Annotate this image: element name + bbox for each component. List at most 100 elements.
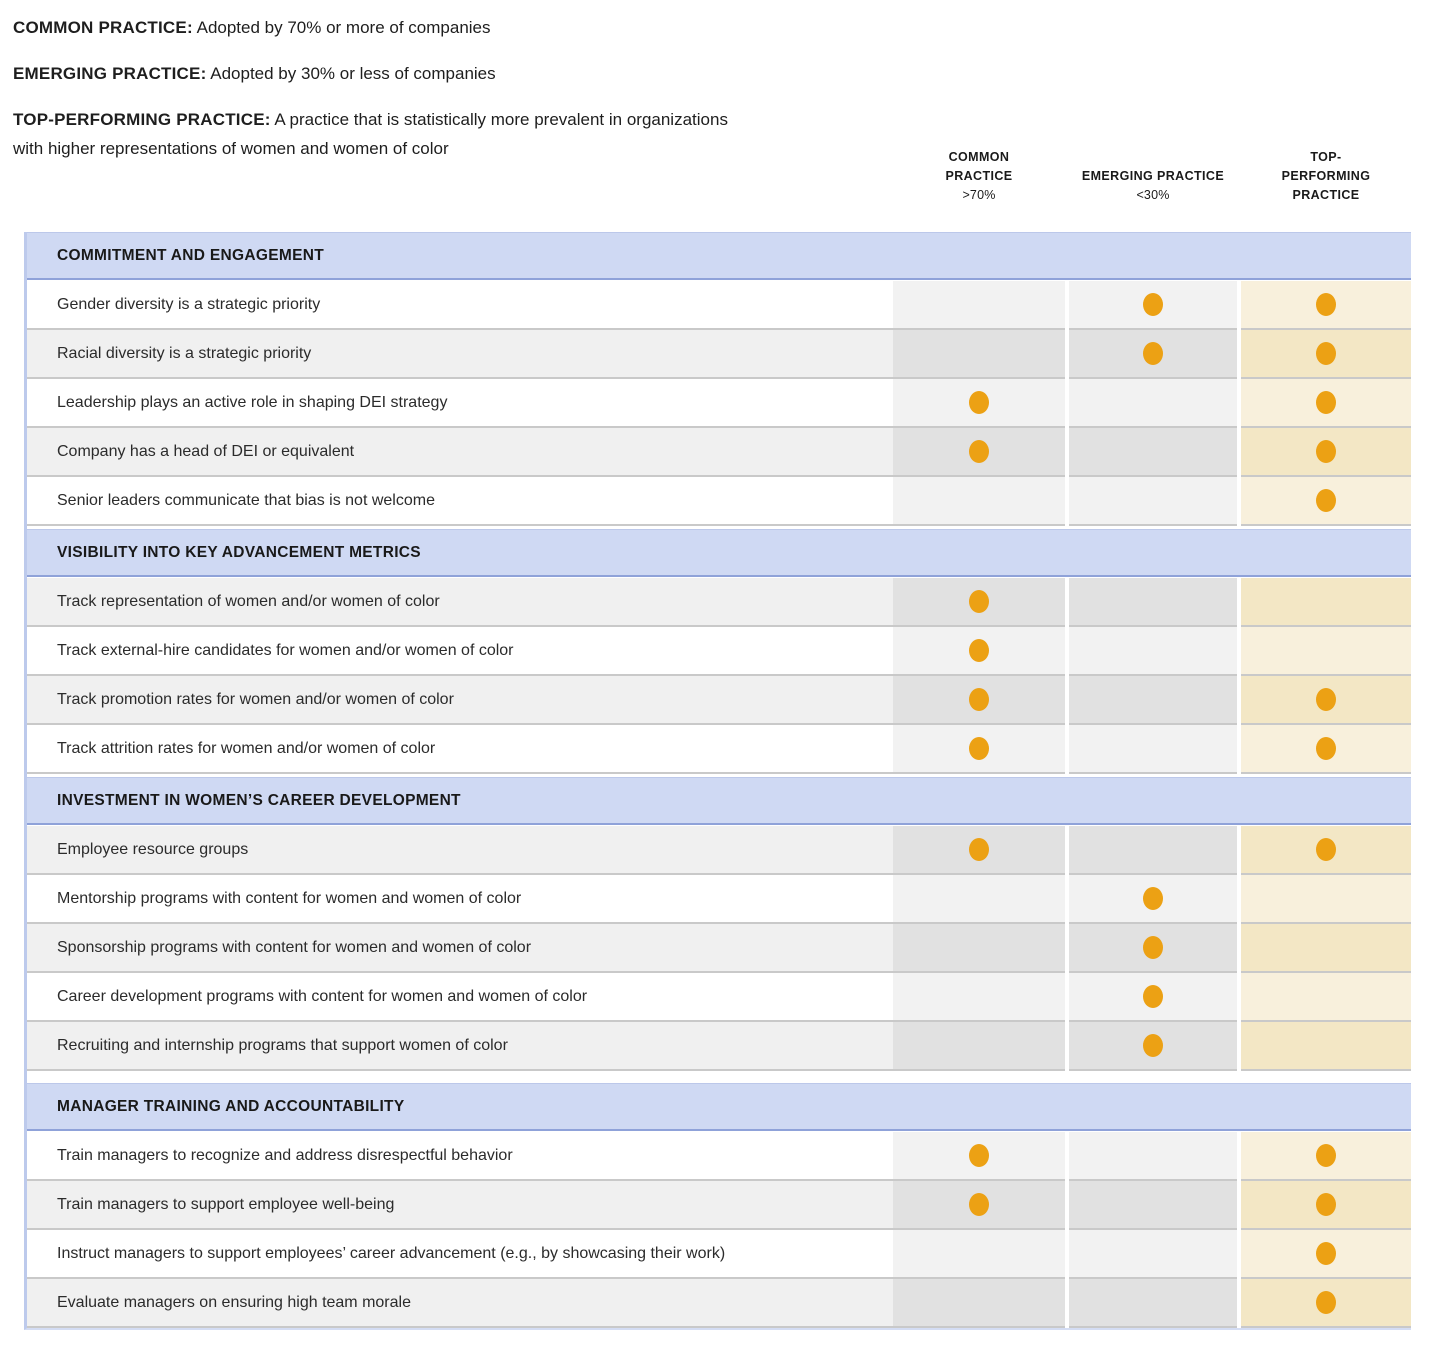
dot-icon: [969, 737, 989, 760]
dot-icon: [969, 590, 989, 613]
emerging-practice-cell: [1069, 725, 1237, 774]
table-row: Company has a head of DEI or equivalent: [27, 428, 1411, 477]
top-practice-cell: [1241, 379, 1411, 428]
table-row: Track attrition rates for women and/or w…: [27, 725, 1411, 774]
column-header-line: PRACTICE: [1292, 188, 1360, 202]
dot-icon: [969, 838, 989, 861]
top-practice-cell: [1241, 627, 1411, 676]
legend-term: EMERGING PRACTICE:: [13, 64, 207, 83]
common-practice-cell: [893, 924, 1065, 973]
common-practice-cell: [893, 330, 1065, 379]
column-headers-row: COMMON PRACTICE >70% EMERGING PRACTICE <30% T…: [893, 148, 1411, 205]
dot-icon: [969, 1193, 989, 1216]
top-practice-cell: [1241, 428, 1411, 477]
table-section: INVESTMENT IN WOMEN’S CAREER DEVELOPMENT…: [27, 777, 1411, 1071]
practices-table: COMMITMENT AND ENGAGEMENT Gender diversit…: [24, 232, 1411, 1330]
practice-label: Career development programs with content…: [27, 973, 893, 1022]
top-practice-cell: [1241, 875, 1411, 924]
common-practice-cell: [893, 578, 1065, 627]
column-header-threshold: >70%: [962, 188, 996, 202]
emerging-practice-cell: [1069, 477, 1237, 526]
dot-icon: [1143, 936, 1163, 959]
column-header-line: EMERGING PRACTICE: [1081, 169, 1225, 183]
emerging-practice-cell: [1069, 1181, 1237, 1230]
common-practice-cell: [893, 725, 1065, 774]
emerging-practice-cell: [1069, 428, 1237, 477]
table-row: Gender diversity is a strategic priority: [27, 281, 1411, 330]
legend-item-emerging: EMERGING PRACTICE: Adopted by 30% or les…: [13, 59, 748, 88]
table-row: Career development programs with content…: [27, 973, 1411, 1022]
emerging-practice-cell: [1069, 1230, 1237, 1279]
emerging-practice-cell: [1069, 875, 1237, 924]
legend-desc: Adopted by 30% or less of companies: [210, 64, 496, 83]
column-header-threshold: <30%: [1136, 188, 1170, 202]
emerging-practice-cell: [1069, 826, 1237, 875]
top-practice-cell: [1241, 1132, 1411, 1181]
emerging-practice-cell: [1069, 627, 1237, 676]
emerging-practice-cell: [1069, 281, 1237, 330]
emerging-practice-cell: [1069, 676, 1237, 725]
top-practice-cell: [1241, 330, 1411, 379]
practice-label: Train managers to support employee well-…: [27, 1181, 893, 1230]
common-practice-cell: [893, 477, 1065, 526]
column-header-1: EMERGING PRACTICE <30%: [1069, 167, 1237, 205]
emerging-practice-cell: [1069, 1132, 1237, 1181]
section-header: VISIBILITY INTO KEY ADVANCEMENT METRICS: [27, 529, 1411, 577]
table-row: Track promotion rates for women and/or w…: [27, 676, 1411, 725]
column-header-line: PERFORMING: [1281, 169, 1371, 183]
table-row: Senior leaders communicate that bias is …: [27, 477, 1411, 526]
practice-label: Senior leaders communicate that bias is …: [27, 477, 893, 526]
column-header-0: COMMON PRACTICE >70%: [893, 148, 1065, 205]
table-row: Racial diversity is a strategic priority: [27, 330, 1411, 379]
common-practice-cell: [893, 281, 1065, 330]
legend-item-common: COMMON PRACTICE: Adopted by 70% or more …: [13, 13, 748, 42]
dot-icon: [1143, 985, 1163, 1008]
common-practice-cell: [893, 1181, 1065, 1230]
common-practice-cell: [893, 676, 1065, 725]
top-practice-cell: [1241, 725, 1411, 774]
practice-label: Sponsorship programs with content for wo…: [27, 924, 893, 973]
practice-label: Track external-hire candidates for women…: [27, 627, 893, 676]
common-practice-cell: [893, 1279, 1065, 1328]
dot-icon: [1316, 342, 1336, 365]
section-header: MANAGER TRAINING AND ACCOUNTABILITY: [27, 1083, 1411, 1131]
practice-label: Train managers to recognize and address …: [27, 1132, 893, 1181]
top-practice-cell: [1241, 1279, 1411, 1328]
common-practice-cell: [893, 1022, 1065, 1071]
dot-icon: [1316, 391, 1336, 414]
dot-icon: [1316, 489, 1336, 512]
common-practice-cell: [893, 379, 1065, 428]
dot-icon: [1143, 342, 1163, 365]
practice-label: Track representation of women and/or wom…: [27, 578, 893, 627]
top-practice-cell: [1241, 1022, 1411, 1071]
section-header: INVESTMENT IN WOMEN’S CAREER DEVELOPMENT: [27, 777, 1411, 825]
legend-term: COMMON PRACTICE:: [13, 18, 193, 37]
practice-label: Recruiting and internship programs that …: [27, 1022, 893, 1071]
legend-term: TOP-PERFORMING PRACTICE:: [13, 110, 271, 129]
dot-icon: [1316, 293, 1336, 316]
dot-icon: [1316, 838, 1336, 861]
top-practice-cell: [1241, 1181, 1411, 1230]
table-section: VISIBILITY INTO KEY ADVANCEMENT METRICS T…: [27, 529, 1411, 774]
practice-label: Racial diversity is a strategic priority: [27, 330, 893, 379]
table-row: Evaluate managers on ensuring high team …: [27, 1279, 1411, 1328]
top-practice-cell: [1241, 578, 1411, 627]
common-practice-cell: [893, 627, 1065, 676]
dot-icon: [1316, 688, 1336, 711]
common-practice-cell: [893, 826, 1065, 875]
top-practice-cell: [1241, 826, 1411, 875]
emerging-practice-cell: [1069, 330, 1237, 379]
dot-icon: [1316, 737, 1336, 760]
table-row: Recruiting and internship programs that …: [27, 1022, 1411, 1071]
dot-icon: [1316, 1242, 1336, 1265]
legend-desc: Adopted by 70% or more of companies: [196, 18, 491, 37]
practice-definitions-legend: COMMON PRACTICE: Adopted by 70% or more …: [13, 13, 748, 180]
table-row: Mentorship programs with content for wom…: [27, 875, 1411, 924]
dot-icon: [1143, 887, 1163, 910]
table-section: COMMITMENT AND ENGAGEMENT Gender diversit…: [27, 232, 1411, 526]
column-header-line: TOP-: [1310, 150, 1342, 164]
table-row: Instruct managers to support employees’ …: [27, 1230, 1411, 1279]
dot-icon: [1143, 293, 1163, 316]
table-row: Leadership plays an active role in shapi…: [27, 379, 1411, 428]
emerging-practice-cell: [1069, 379, 1237, 428]
